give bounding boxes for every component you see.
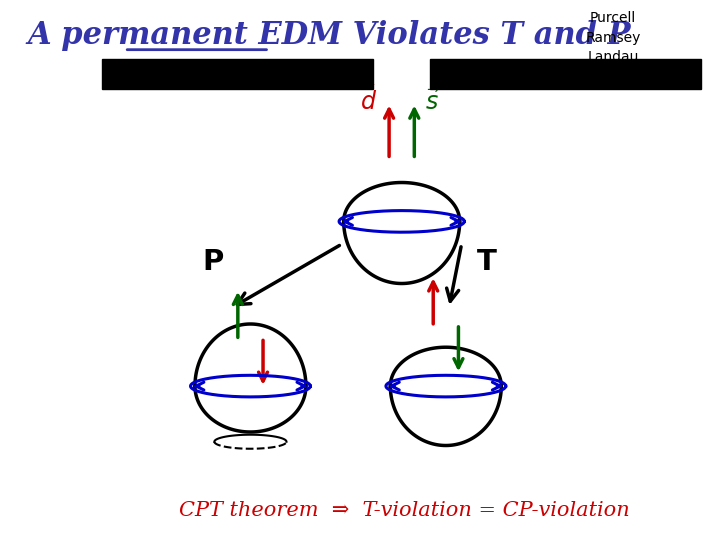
Text: $\vec{s}$: $\vec{s}$: [425, 89, 439, 115]
Text: T: T: [477, 248, 497, 276]
Bar: [102, 59, 374, 89]
Bar: [430, 59, 701, 89]
Text: CPT theorem  ⇒  T-violation = CP-violation: CPT theorem ⇒ T-violation = CP-violation: [179, 501, 630, 520]
Text: $\vec{d}$: $\vec{d}$: [361, 84, 377, 115]
Text: Purcell
Ramsey
Landau: Purcell Ramsey Landau: [585, 11, 641, 64]
Text: P: P: [202, 248, 223, 276]
Text: A permanent EDM Violates T and P: A permanent EDM Violates T and P: [27, 19, 631, 51]
